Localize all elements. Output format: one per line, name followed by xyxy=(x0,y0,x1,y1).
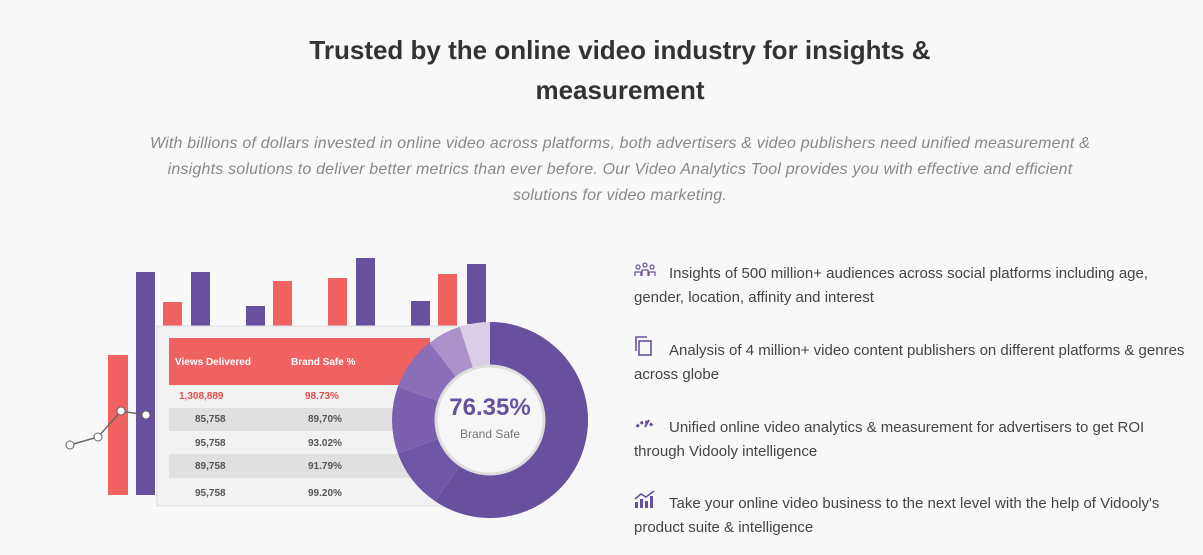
growth-icon xyxy=(634,490,655,508)
donut-slice xyxy=(392,386,444,454)
analytics-icon xyxy=(635,419,655,428)
row-stripe xyxy=(169,408,430,431)
table-cell: 95,758 xyxy=(195,488,226,499)
donut-slice xyxy=(429,326,475,381)
donut-value: 76.35% xyxy=(449,394,530,421)
table-cell: 93.02% xyxy=(308,438,342,449)
publishers-icon xyxy=(635,336,652,356)
table-cell: 99.20% xyxy=(308,488,342,499)
table-cell: 91.79% xyxy=(308,461,342,472)
donut-slice xyxy=(397,342,460,403)
row-stripe xyxy=(169,454,430,478)
feature-text: Analysis of 4 million+ video content pub… xyxy=(634,342,1185,383)
feature-text: Take your online video business to the n… xyxy=(634,495,1160,536)
donut-hole xyxy=(434,364,546,476)
table-cell: 85,758 xyxy=(195,414,226,425)
table-header-bar xyxy=(169,338,430,385)
table-cell: 89,70% xyxy=(308,414,342,425)
feature-text: Insights of 500 million+ audiences acros… xyxy=(634,265,1149,306)
table-cell: 1,308,889 xyxy=(179,391,224,402)
section-title: Trusted by the online video industry for… xyxy=(309,35,931,105)
bars-decoration xyxy=(65,258,486,495)
table-header: Brand Safe % xyxy=(291,357,356,368)
feature-text: Unified online video analytics & measure… xyxy=(634,419,1145,460)
illustration: Views Delivered Brand Safe % 1,308,889 98.7… xyxy=(65,258,588,518)
section-description: With billions of dollars invested in onl… xyxy=(149,135,1091,204)
table-cell: 89,758 xyxy=(195,461,226,472)
table-cell: 98.73% xyxy=(305,391,339,402)
donut-slice xyxy=(459,322,490,373)
audience-icon xyxy=(634,262,656,276)
table-header: Views Delivered xyxy=(175,357,251,368)
table-cell: 95,758 xyxy=(195,438,226,449)
donut-label: Brand Safe xyxy=(460,427,520,441)
